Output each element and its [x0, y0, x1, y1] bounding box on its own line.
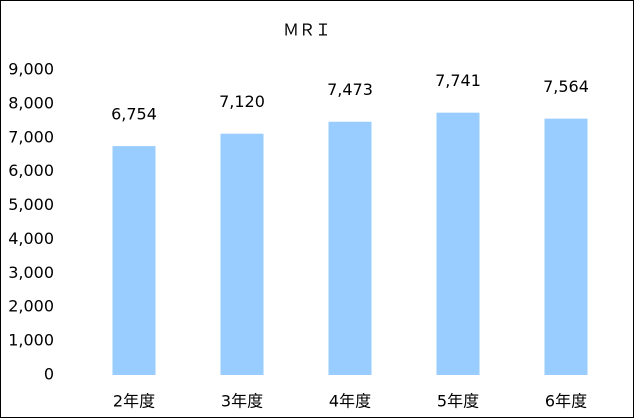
y-tick-label: 1,000: [8, 331, 54, 350]
y-tick-label: 9,000: [8, 60, 54, 79]
value-label: 6,754: [111, 105, 157, 124]
x-tick-label: 4年度: [329, 392, 371, 411]
y-tick-label: 0: [44, 365, 54, 384]
value-label: 7,473: [327, 80, 373, 99]
y-tick-label: 7,000: [8, 127, 54, 146]
y-tick-label: 4,000: [8, 229, 54, 248]
chart-title: ＭＲＩ: [283, 21, 331, 40]
bar: [544, 118, 588, 376]
bar: [436, 112, 480, 376]
x-tick-label: 6年度: [545, 392, 587, 411]
y-tick-label: 2,000: [8, 297, 54, 316]
y-tick-label: 3,000: [8, 263, 54, 282]
bar: [112, 146, 156, 375]
y-tick-label: 6,000: [8, 161, 54, 180]
y-tick-label: 8,000: [8, 93, 54, 112]
x-tick-label: 2年度: [113, 392, 155, 411]
x-tick-label: 5年度: [437, 392, 479, 411]
bar: [328, 121, 372, 375]
value-label: 7,564: [543, 77, 589, 96]
value-label: 7,741: [435, 71, 481, 90]
y-tick-label: 5,000: [8, 195, 54, 214]
value-label: 7,120: [219, 92, 265, 111]
bar: [220, 133, 264, 375]
x-tick-label: 3年度: [221, 392, 263, 411]
